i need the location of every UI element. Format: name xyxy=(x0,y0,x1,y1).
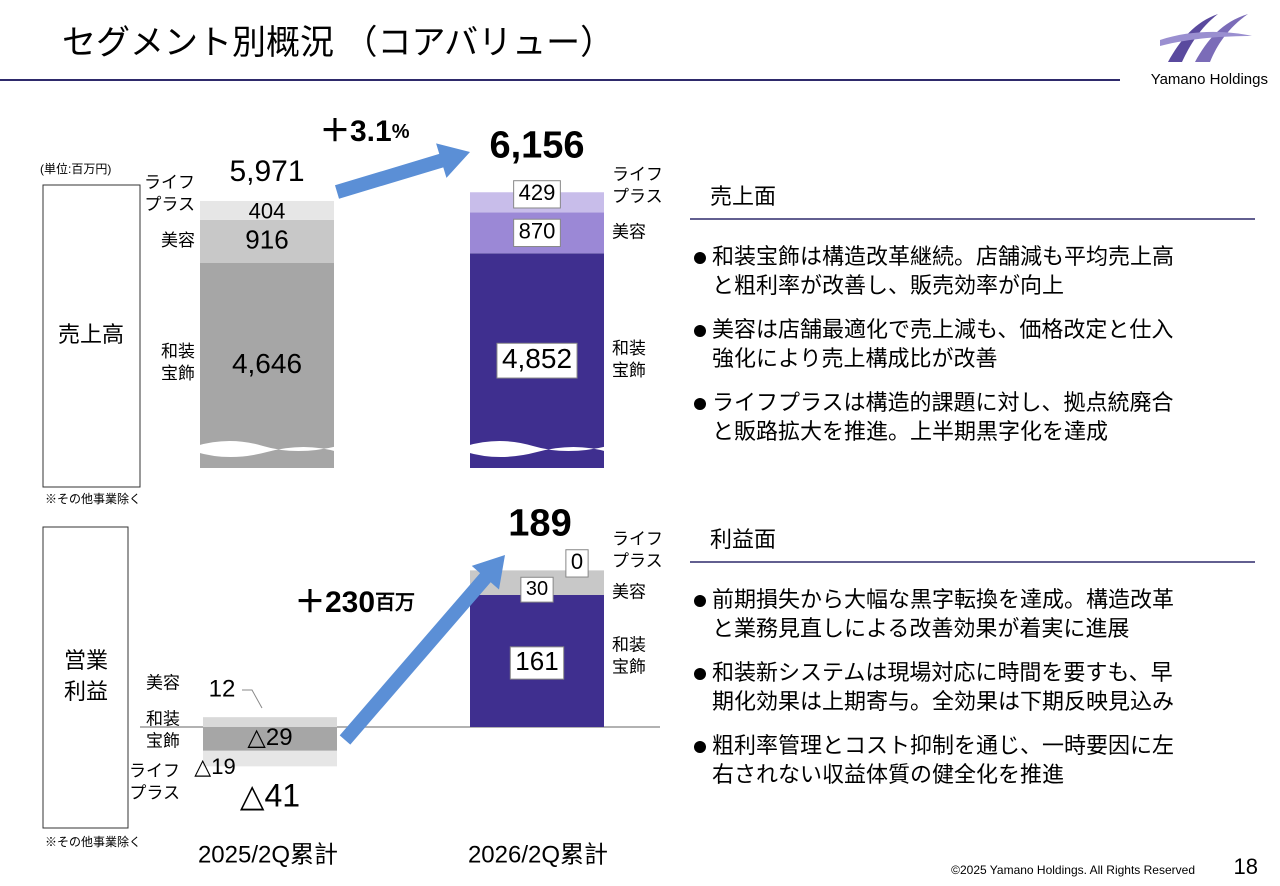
bullet-text: 美容は店舗最適化で売上減も、価格改定と仕入 xyxy=(712,317,1173,342)
value-label: 870 xyxy=(519,219,556,244)
slide-title: セグメント別概況 （コアバリュー） xyxy=(62,24,614,62)
total-label: 189 xyxy=(508,502,571,544)
bullet-text: 和装新システムは現場対応に時間を要すも、早 xyxy=(712,660,1173,685)
bullet-text: と粗利率が改善し、販売効率が向上 xyxy=(712,273,1064,298)
segment-label: ライフ xyxy=(612,165,663,184)
value-label: 4,852 xyxy=(502,343,572,374)
segment-label: 和装 xyxy=(612,339,646,358)
value-label: 0 xyxy=(571,549,583,574)
bullet-text: 強化により売上構成比が改善 xyxy=(712,346,998,371)
bar-segment xyxy=(203,717,337,727)
segment-label: ライフ xyxy=(129,761,180,780)
segment-label: 和装 xyxy=(146,709,180,728)
bullet-text: 右されない収益体質の健全化を推進 xyxy=(712,762,1064,787)
label-box xyxy=(565,549,589,578)
bullet xyxy=(694,741,706,753)
leader-line xyxy=(242,689,263,709)
growth-arrow xyxy=(334,143,470,199)
segment-label: ライフ xyxy=(144,173,195,192)
segment-label: 宝飾 xyxy=(161,364,195,383)
bullet-text: と販路拡大を推進。上半期黒字化を達成 xyxy=(712,419,1108,444)
company-name: Yamano Holdings xyxy=(1151,71,1268,88)
segment-label: 宝飾 xyxy=(612,361,646,380)
growth-arrow xyxy=(339,555,505,745)
label-box xyxy=(513,218,561,248)
segment-label: 宝飾 xyxy=(146,731,180,750)
segment-label: 美容 xyxy=(612,582,646,601)
total-label: △41 xyxy=(240,777,300,813)
bullet-text: 期化効果は上期寄与。全効果は下期反映見込み xyxy=(712,689,1174,714)
value-label: △19 xyxy=(194,754,235,779)
bar-segment xyxy=(203,727,337,751)
total-label: 5,971 xyxy=(229,155,304,188)
note: ※その他事業除く xyxy=(45,834,141,849)
section-label: 利益 xyxy=(64,679,108,704)
segment-label: 美容 xyxy=(612,222,646,241)
segment-label: 和装 xyxy=(161,342,195,361)
growth-value: ＋230 xyxy=(295,586,375,619)
segment-label: 美容 xyxy=(146,673,180,692)
section-heading: 売上面 xyxy=(710,184,776,209)
growth-unit: % xyxy=(392,121,410,143)
axis-break xyxy=(196,441,338,457)
segment-label: 宝飾 xyxy=(612,657,646,676)
bullet-text: 和装宝飾は構造改革継続。店舗減も平均売上高 xyxy=(712,244,1174,269)
growth-unit: 百万 xyxy=(375,592,415,614)
period-label: 2026/2Q累計 xyxy=(468,841,608,868)
value-label: 429 xyxy=(519,180,556,205)
bullet xyxy=(694,668,706,680)
section-label: 営業 xyxy=(64,648,108,673)
value-label: 4,646 xyxy=(232,348,302,379)
value-label: 916 xyxy=(245,224,288,254)
unit-label: (単位:百万円) xyxy=(40,161,111,176)
bar-segment xyxy=(200,219,334,263)
segment-label: ライフ xyxy=(612,529,663,548)
total-label: 6,156 xyxy=(489,124,584,166)
section-box xyxy=(42,526,129,829)
value-label: 30 xyxy=(526,578,548,600)
label-box xyxy=(513,180,561,209)
bullet-text: ライフプラスは構造的課題に対し、拠点統廃合 xyxy=(712,390,1174,415)
value-label: △29 xyxy=(247,724,292,751)
bullet-text: 粗利率管理とコスト抑制を通じ、一時要因に左 xyxy=(712,733,1174,758)
segment-label: プラス xyxy=(129,783,180,802)
value-label: 12 xyxy=(209,675,236,702)
bar-segment xyxy=(200,263,334,468)
value-label: 404 xyxy=(249,198,286,223)
bullet xyxy=(694,252,706,264)
growth-label: ＋3.1% xyxy=(320,115,410,148)
segment-label: プラス xyxy=(144,195,195,214)
label-box xyxy=(496,342,578,379)
bullet xyxy=(694,398,706,410)
page-number: 18 xyxy=(1234,854,1258,879)
logo xyxy=(1160,14,1252,62)
bullet-text: 前期損失から大幅な黒字転換を達成。構造改革 xyxy=(712,587,1174,612)
bullet xyxy=(694,325,706,337)
copyright: ©2025 Yamano Holdings. All Rights Reserv… xyxy=(951,863,1195,877)
section-heading: 利益面 xyxy=(710,527,776,552)
section-label: 売上高 xyxy=(58,322,124,347)
bullet xyxy=(694,595,706,607)
label-box xyxy=(509,646,565,680)
period-label: 2025/2Q累計 xyxy=(198,841,338,868)
segment-label: プラス xyxy=(612,551,663,570)
growth-label: ＋230百万 xyxy=(295,586,415,619)
note: ※その他事業除く xyxy=(45,491,141,506)
segment-label: プラス xyxy=(612,187,663,206)
bullet-text: と業務見直しによる改善効果が着実に進展 xyxy=(712,616,1129,641)
value-label: 161 xyxy=(515,646,558,676)
section-box xyxy=(42,184,141,488)
axis-break xyxy=(466,441,608,457)
bar-segment xyxy=(203,750,337,767)
growth-value: ＋3.1 xyxy=(320,115,392,148)
segment-label: 和装 xyxy=(612,635,646,654)
bar-segment xyxy=(200,200,334,220)
label-box xyxy=(520,576,554,603)
segment-label: 美容 xyxy=(161,231,195,250)
